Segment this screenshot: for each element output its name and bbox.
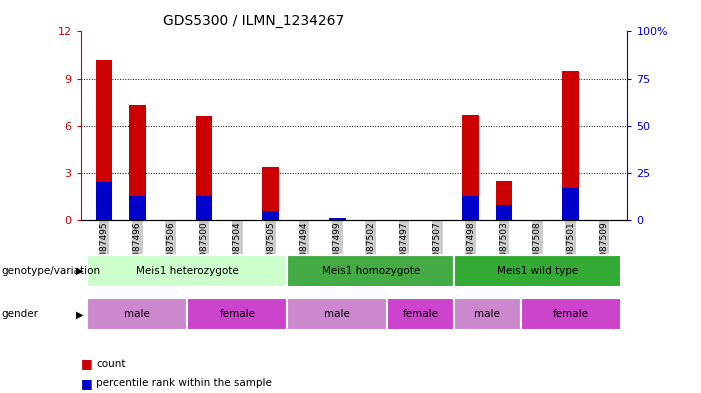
Bar <box>521 299 620 330</box>
Bar <box>287 255 454 287</box>
Bar <box>187 299 287 330</box>
Bar <box>262 211 279 220</box>
Text: ■: ■ <box>81 376 93 390</box>
Text: count: count <box>96 358 125 369</box>
Text: female: female <box>402 309 439 320</box>
Text: ▶: ▶ <box>76 266 83 276</box>
Text: Meis1 homozygote: Meis1 homozygote <box>322 266 420 276</box>
Bar <box>95 182 112 220</box>
Bar <box>463 115 479 220</box>
Text: genotype/variation: genotype/variation <box>1 266 100 276</box>
Bar <box>129 105 146 220</box>
Bar <box>463 196 479 220</box>
Text: ▶: ▶ <box>76 309 83 320</box>
Bar <box>388 299 454 330</box>
Text: GDS5300 / ILMN_1234267: GDS5300 / ILMN_1234267 <box>163 14 344 28</box>
Text: ■: ■ <box>81 357 93 370</box>
Bar <box>95 60 112 220</box>
Bar <box>287 299 388 330</box>
Text: male: male <box>475 309 501 320</box>
Bar <box>562 188 579 220</box>
Text: Meis1 heterozygote: Meis1 heterozygote <box>136 266 238 276</box>
Bar <box>496 181 512 220</box>
Text: male: male <box>124 309 150 320</box>
Bar <box>496 205 512 220</box>
Bar <box>88 255 287 287</box>
Bar <box>329 218 346 220</box>
Bar <box>88 299 187 330</box>
Text: female: female <box>219 309 255 320</box>
Text: gender: gender <box>1 309 39 320</box>
Text: Meis1 wild type: Meis1 wild type <box>497 266 578 276</box>
Bar <box>196 196 212 220</box>
Text: female: female <box>552 309 589 320</box>
Text: male: male <box>325 309 350 320</box>
Bar <box>262 167 279 220</box>
Bar <box>196 116 212 220</box>
Text: percentile rank within the sample: percentile rank within the sample <box>96 378 272 388</box>
Bar <box>562 71 579 220</box>
Bar <box>454 255 620 287</box>
Bar <box>129 196 146 220</box>
Bar <box>454 299 521 330</box>
